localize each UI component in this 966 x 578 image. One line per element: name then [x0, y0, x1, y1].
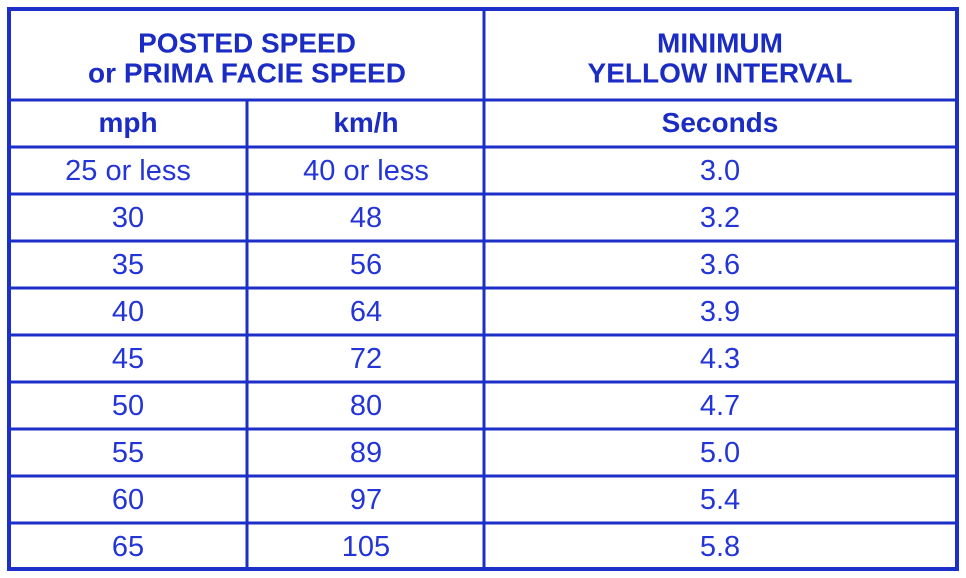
table-cell: 35 — [112, 249, 144, 281]
table-cell: 60 — [112, 484, 144, 516]
table-cell: 3.0 — [700, 155, 740, 187]
table-cell: 40 — [112, 296, 144, 328]
table-cell: 64 — [350, 296, 382, 328]
header-group-line: YELLOW INTERVAL — [588, 57, 853, 88]
table-cell: 5.8 — [700, 531, 740, 563]
table-cell: 97 — [350, 484, 382, 516]
table-cell: 48 — [350, 202, 382, 234]
table-cell: 65 — [112, 531, 144, 563]
table-cell: 56 — [350, 249, 382, 281]
table-cell: 40 or less — [303, 155, 429, 187]
header-group-line: MINIMUM — [657, 27, 783, 58]
column-header: km/h — [333, 107, 398, 138]
table-cell: 3.6 — [700, 249, 740, 281]
header-group-line: POSTED SPEED — [138, 27, 356, 58]
table-cell: 55 — [112, 437, 144, 469]
table-cell: 80 — [350, 390, 382, 422]
table-cell: 89 — [350, 437, 382, 469]
table-cell: 30 — [112, 202, 144, 234]
table-cell: 4.3 — [700, 343, 740, 375]
column-header: mph — [98, 107, 157, 138]
table-cell: 72 — [350, 343, 382, 375]
column-header: Seconds — [662, 107, 779, 138]
table-cell: 4.7 — [700, 390, 740, 422]
table-cell: 3.2 — [700, 202, 740, 234]
table-cell: 105 — [342, 531, 390, 563]
table-cell: 5.4 — [700, 484, 740, 516]
table-cell: 25 or less — [65, 155, 191, 187]
table-cell: 50 — [112, 390, 144, 422]
header-group-line: or PRIMA FACIE SPEED — [88, 57, 406, 88]
table-cell: 45 — [112, 343, 144, 375]
table-cell: 5.0 — [700, 437, 740, 469]
table-cell: 3.9 — [700, 296, 740, 328]
